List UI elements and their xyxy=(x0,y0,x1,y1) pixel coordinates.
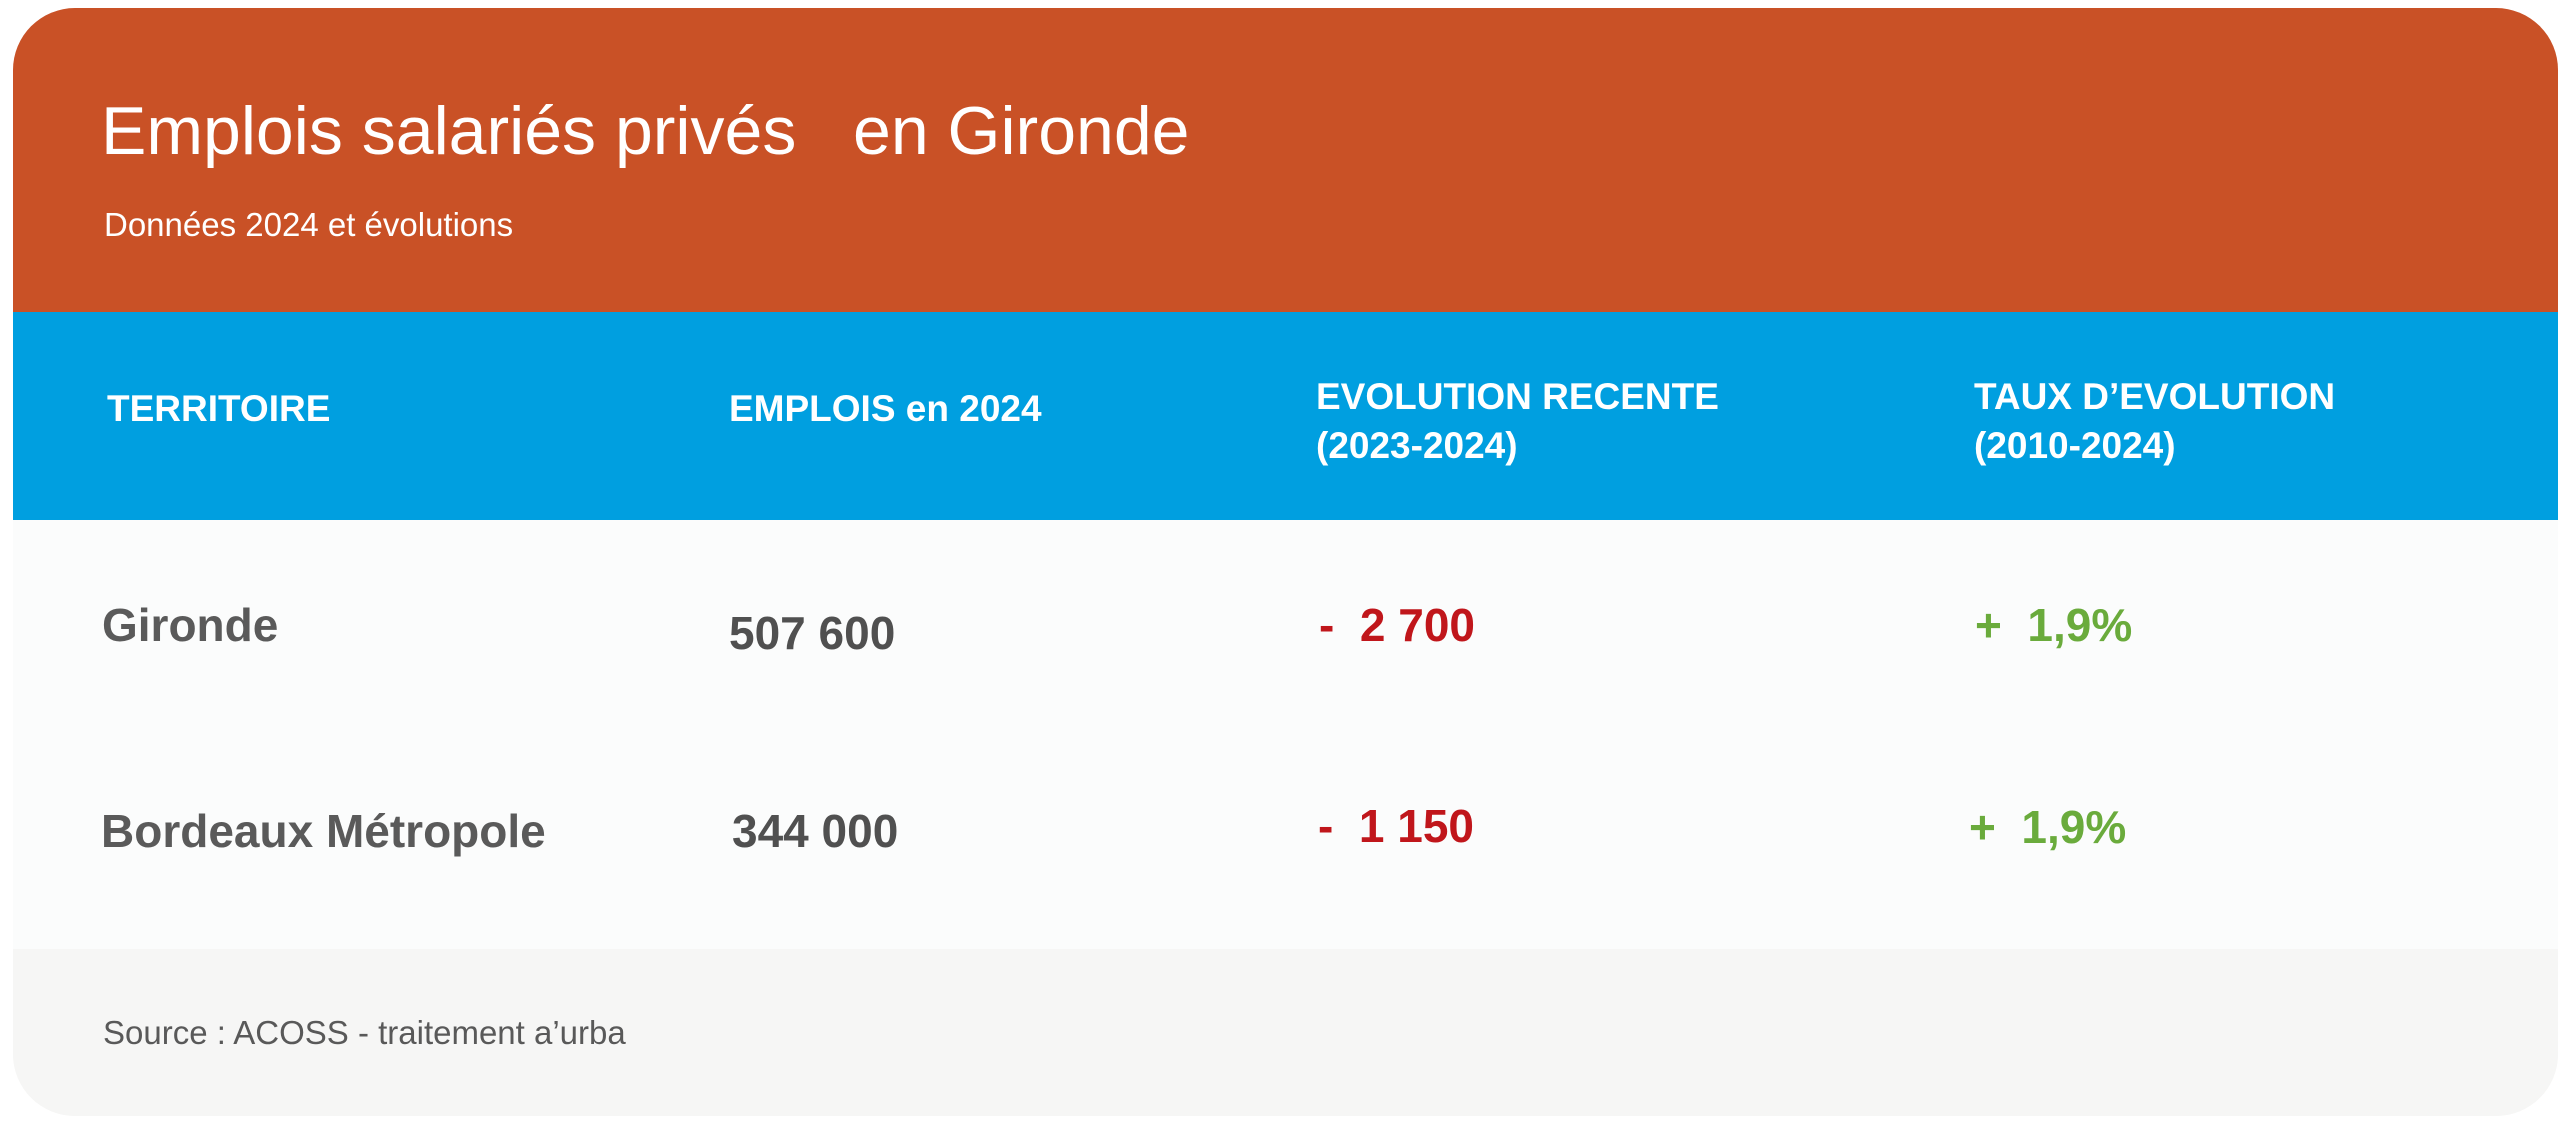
table-row-bordeaux-metropole: Bordeaux Métropole 344 000 - 1 150 + 1,9… xyxy=(13,726,2558,932)
chart-subtitle: Données 2024 et évolutions xyxy=(104,206,514,243)
table-cell-rate-of-change: + 1,9% xyxy=(1969,801,2127,853)
table-cell-employment-2024: 344 000 xyxy=(732,805,899,857)
table-cell-recent-change: - 1 150 xyxy=(1318,800,1474,852)
chart-footer: Source : ACOSS - traitement a’urba xyxy=(13,949,2558,1116)
chart-header: Emplois salariés privés en Gironde Donné… xyxy=(13,8,2558,312)
table-cell-employment-2024: 507 600 xyxy=(729,607,896,659)
table-cell-territory: Bordeaux Métropole xyxy=(101,805,546,857)
column-header-recent-change: EVOLUTION RECENTE (2023-2024) xyxy=(1316,376,1719,466)
table-body: Gironde 507 600 - 2 700 + 1,9% Bordeaux … xyxy=(13,520,2558,949)
employment-data-table: TERRITOIRE EMPLOIS en 2024 EVOLUTION REC… xyxy=(13,312,2558,949)
employment-table-card: Emplois salariés privés en Gironde Donné… xyxy=(13,8,2558,1116)
table-cell-rate-of-change: + 1,9% xyxy=(1975,599,2133,651)
column-header-employment-2024: EMPLOIS en 2024 xyxy=(729,388,1042,429)
source-note: Source : ACOSS - traitement a’urba xyxy=(103,1014,626,1051)
table-row-gironde: Gironde 507 600 - 2 700 + 1,9% xyxy=(13,520,2558,726)
column-header-territory: TERRITOIRE xyxy=(107,388,331,429)
table-header: TERRITOIRE EMPLOIS en 2024 EVOLUTION REC… xyxy=(13,312,2558,520)
table-cell-recent-change: - 2 700 xyxy=(1319,599,1475,651)
table-cell-territory: Gironde xyxy=(102,599,279,651)
chart-title: Emplois salariés privés en Gironde xyxy=(101,93,1190,169)
column-header-rate-of-change: TAUX D’EVOLUTION (2010-2024) xyxy=(1974,376,2336,466)
